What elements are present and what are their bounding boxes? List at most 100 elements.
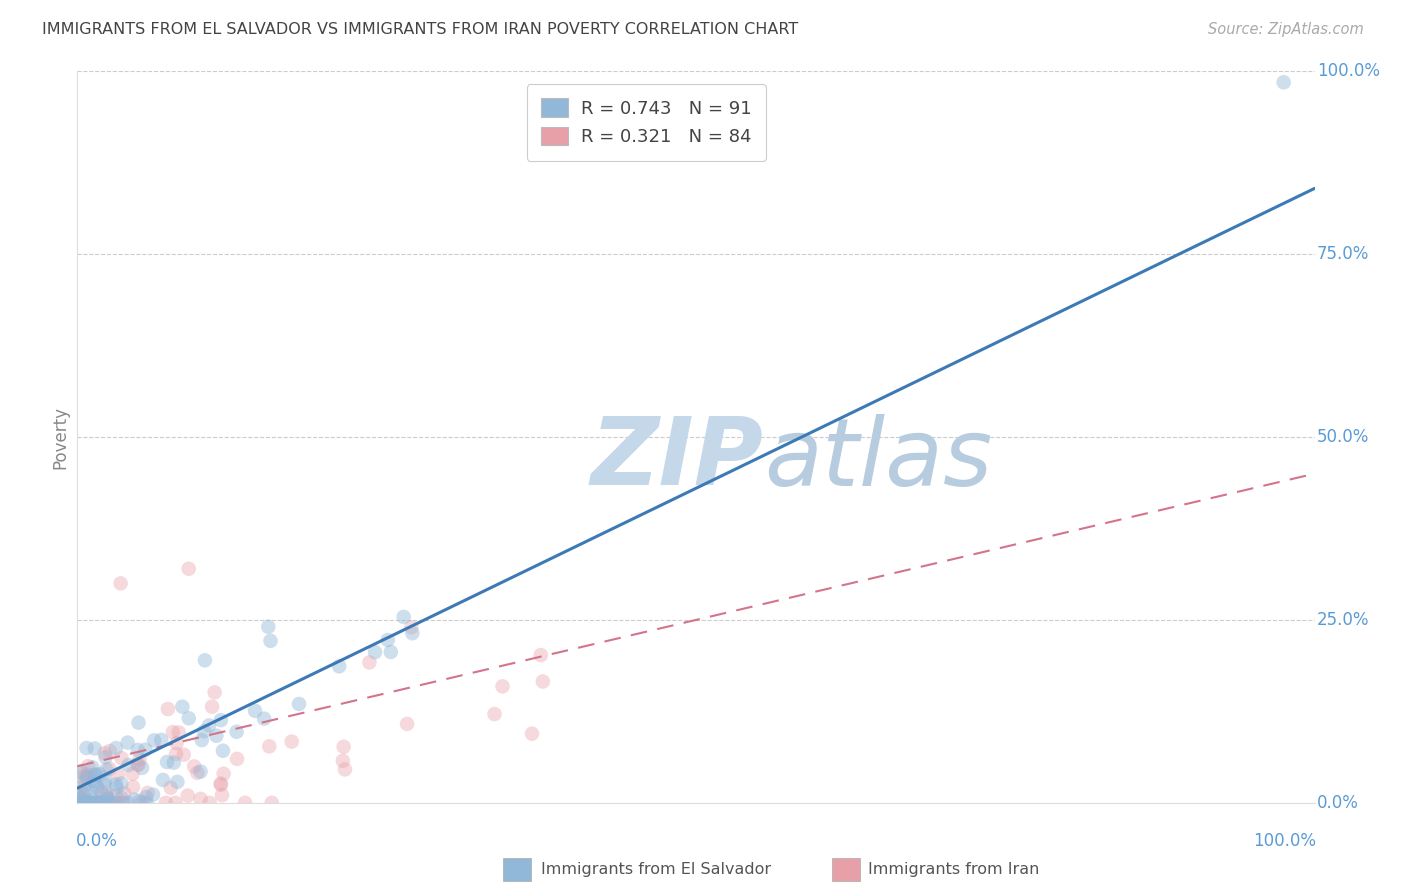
Point (491, 679, 513, 693)
Point (94, 787, 117, 801)
Point (226, 752, 249, 766)
Point (70, 796, 93, 810)
Point (328, 659, 350, 673)
Point (128, 715, 150, 730)
Point (127, 757, 149, 772)
Point (82, 760, 104, 774)
Point (93, 746, 115, 760)
Point (377, 632, 399, 647)
Point (167, 725, 190, 739)
Point (112, 796, 135, 810)
Point (66, 785, 89, 799)
Point (155, 796, 177, 810)
Point (117, 736, 139, 750)
Point (332, 754, 354, 768)
Point (69, 796, 91, 810)
Text: 25.0%: 25.0% (1317, 611, 1369, 629)
Point (124, 792, 146, 806)
Point (122, 780, 145, 794)
Point (333, 763, 356, 777)
Point (73, 786, 96, 800)
Point (80, 784, 103, 798)
Point (198, 796, 221, 810)
Point (87, 796, 110, 810)
Point (150, 733, 173, 747)
Point (87, 796, 110, 810)
Point (73, 775, 96, 789)
Point (198, 718, 221, 732)
Point (89, 796, 111, 810)
Point (66, 787, 89, 801)
Point (72, 796, 94, 810)
Point (72, 796, 94, 810)
Point (131, 761, 153, 775)
Point (93, 777, 115, 791)
Point (67, 789, 90, 803)
Point (128, 794, 150, 808)
Point (91, 785, 114, 799)
Point (172, 699, 194, 714)
Point (257, 620, 280, 634)
Point (364, 645, 387, 659)
Point (98, 744, 121, 758)
Point (93, 796, 115, 810)
Point (69, 764, 91, 779)
Point (86, 796, 108, 810)
Point (121, 767, 143, 781)
Point (72, 787, 94, 801)
Point (91, 796, 114, 810)
Point (166, 775, 188, 789)
Point (191, 733, 214, 747)
Point (143, 733, 166, 747)
Point (77, 759, 100, 773)
Text: 75.0%: 75.0% (1317, 245, 1369, 263)
Point (98, 762, 121, 776)
Point (76, 771, 98, 785)
Point (359, 656, 381, 670)
Point (110, 751, 132, 765)
Text: Immigrants from El Salvador: Immigrants from El Salvador (541, 863, 772, 877)
Point (67, 796, 90, 810)
Point (86, 780, 108, 795)
Point (396, 717, 419, 731)
Point (70, 770, 93, 784)
Text: Immigrants from Iran: Immigrants from Iran (868, 863, 1039, 877)
Point (89, 796, 111, 810)
Point (84, 767, 107, 781)
Point (107, 767, 129, 781)
Point (110, 776, 132, 790)
Y-axis label: Poverty: Poverty (51, 406, 69, 468)
Point (96, 763, 118, 777)
Point (86, 779, 108, 793)
Point (205, 729, 228, 743)
Point (209, 713, 232, 727)
Point (104, 789, 127, 803)
Point (190, 792, 212, 806)
Point (156, 702, 179, 716)
Point (76, 741, 98, 756)
Point (259, 633, 281, 648)
Point (156, 755, 179, 769)
Point (110, 576, 132, 591)
Point (80, 796, 103, 810)
Point (401, 620, 423, 634)
Text: Source: ZipAtlas.com: Source: ZipAtlas.com (1208, 22, 1364, 37)
Point (190, 764, 212, 779)
Point (69, 796, 91, 810)
Point (259, 739, 281, 754)
Point (211, 788, 233, 802)
Point (288, 697, 311, 711)
Point (131, 796, 153, 810)
Point (104, 741, 127, 756)
Point (97, 792, 120, 806)
Point (1272, 75, 1295, 89)
Point (212, 744, 235, 758)
Point (177, 562, 200, 576)
Point (83, 774, 105, 789)
Point (70, 790, 93, 805)
Text: IMMIGRANTS FROM EL SALVADOR VS IMMIGRANTS FROM IRAN POVERTY CORRELATION CHART: IMMIGRANTS FROM EL SALVADOR VS IMMIGRANT… (42, 22, 799, 37)
Point (69, 791, 91, 805)
Point (73, 796, 96, 810)
Point (83, 768, 105, 782)
Point (112, 786, 135, 800)
